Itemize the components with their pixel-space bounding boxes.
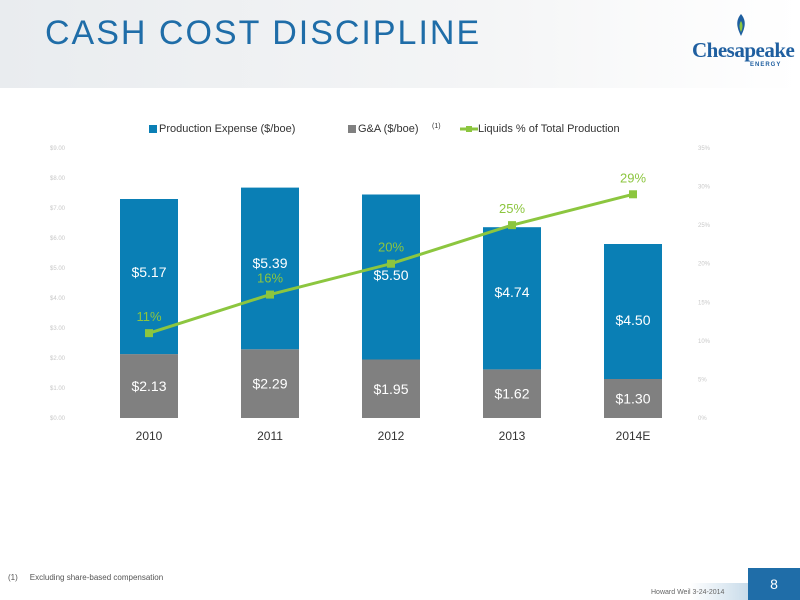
liquids-marker (629, 190, 637, 199)
y-right-tick-label: 5% (698, 377, 707, 383)
ga-data-label: $2.29 (252, 376, 287, 392)
y-right-tick-label: 10% (698, 339, 711, 345)
production-bar (604, 244, 662, 379)
y-right-tick-label: 0% (698, 416, 707, 422)
liquids-data-label: 20% (378, 240, 404, 255)
ga-data-label: $1.30 (615, 391, 650, 407)
liquids-marker (508, 221, 516, 230)
production-data-label: $4.74 (494, 284, 529, 300)
page-number: 8 (770, 576, 778, 592)
y-left-tick-label: $5.00 (50, 266, 66, 272)
slide-title: CASH COST DISCIPLINE (45, 14, 482, 52)
x-tick-label: 2014E (616, 429, 651, 443)
y-left-tick-label: $1.00 (50, 386, 66, 392)
y-right-tick-label: 30% (698, 185, 711, 191)
header-band (0, 0, 800, 88)
liquids-data-label: 25% (499, 201, 525, 216)
y-right-tick-label: 20% (698, 262, 711, 268)
production-bar (241, 187, 299, 350)
production-data-label: $5.17 (131, 264, 166, 280)
logo-subtext: ENERGY (750, 62, 782, 68)
x-tick-label: 2010 (136, 429, 163, 443)
y-left-tick-label: $8.00 (50, 176, 66, 182)
ga-bar (483, 369, 541, 418)
production-bar (362, 194, 420, 360)
ga-bar (362, 359, 420, 418)
y-left-tick-label: $4.00 (50, 296, 66, 302)
legend-superscript: (1) (432, 123, 441, 130)
production-data-label: $5.50 (373, 267, 408, 283)
y-left-tick-label: $9.00 (50, 146, 66, 152)
legend-label-ga: G&A ($/boe) (358, 123, 419, 135)
footnote: (1) Excluding share-based compensation (8, 573, 175, 582)
ga-data-label: $1.95 (373, 381, 408, 397)
liquids-data-label: 16% (257, 271, 283, 286)
ga-bar (241, 349, 299, 418)
liquids-data-label: 11% (136, 309, 161, 324)
y-right-tick-label: 25% (698, 223, 711, 229)
event-label: Howard Weil 3-24-2014 (651, 589, 725, 596)
footnote-marker: (1) (8, 573, 18, 582)
legend-label-liquids: Liquids % of Total Production (478, 123, 620, 135)
ga-bar (604, 379, 662, 418)
logo-wordmark: Chesapeake (692, 38, 795, 62)
y-right-tick-label: 35% (698, 146, 711, 152)
y-left-tick-label: $0.00 (50, 416, 66, 422)
liquids-data-label: 29% (620, 170, 646, 185)
flame-icon (737, 14, 745, 36)
y-left-tick-label: $2.00 (50, 356, 66, 362)
legend-swatch-production (149, 125, 157, 133)
legend-label-production: Production Expense ($/boe) (159, 123, 295, 135)
ga-bar (120, 354, 178, 418)
ga-data-label: $2.13 (131, 378, 166, 394)
page-number-box: 8 (748, 568, 800, 600)
y-left-tick-label: $3.00 (50, 326, 66, 332)
y-left-tick-label: $6.00 (50, 236, 66, 242)
ga-data-label: $1.62 (494, 386, 529, 402)
y-right-tick-label: 15% (698, 300, 711, 306)
x-tick-label: 2013 (499, 429, 526, 443)
production-bar (483, 227, 541, 370)
production-data-label: $5.39 (252, 255, 287, 271)
x-tick-label: 2011 (257, 429, 283, 443)
legend-swatch-liquids-marker (466, 126, 472, 132)
liquids-marker (387, 259, 395, 268)
cost-chart: $0.00 $1.00 $2.00 $3.00 $4.00 $5.00 $6.00 $7.00… (50, 123, 711, 443)
liquids-marker (145, 329, 153, 338)
production-data-label: $4.50 (615, 312, 650, 328)
liquids-marker (266, 290, 274, 299)
legend-swatch-ga (348, 125, 356, 133)
footnote-text: Excluding share-based compensation (29, 573, 164, 582)
footer-shade (690, 583, 750, 600)
company-logo: Chesapeake ENERGY (692, 14, 795, 80)
x-tick-label: 2012 (378, 429, 405, 443)
y-left-tick-label: $7.00 (50, 206, 66, 212)
